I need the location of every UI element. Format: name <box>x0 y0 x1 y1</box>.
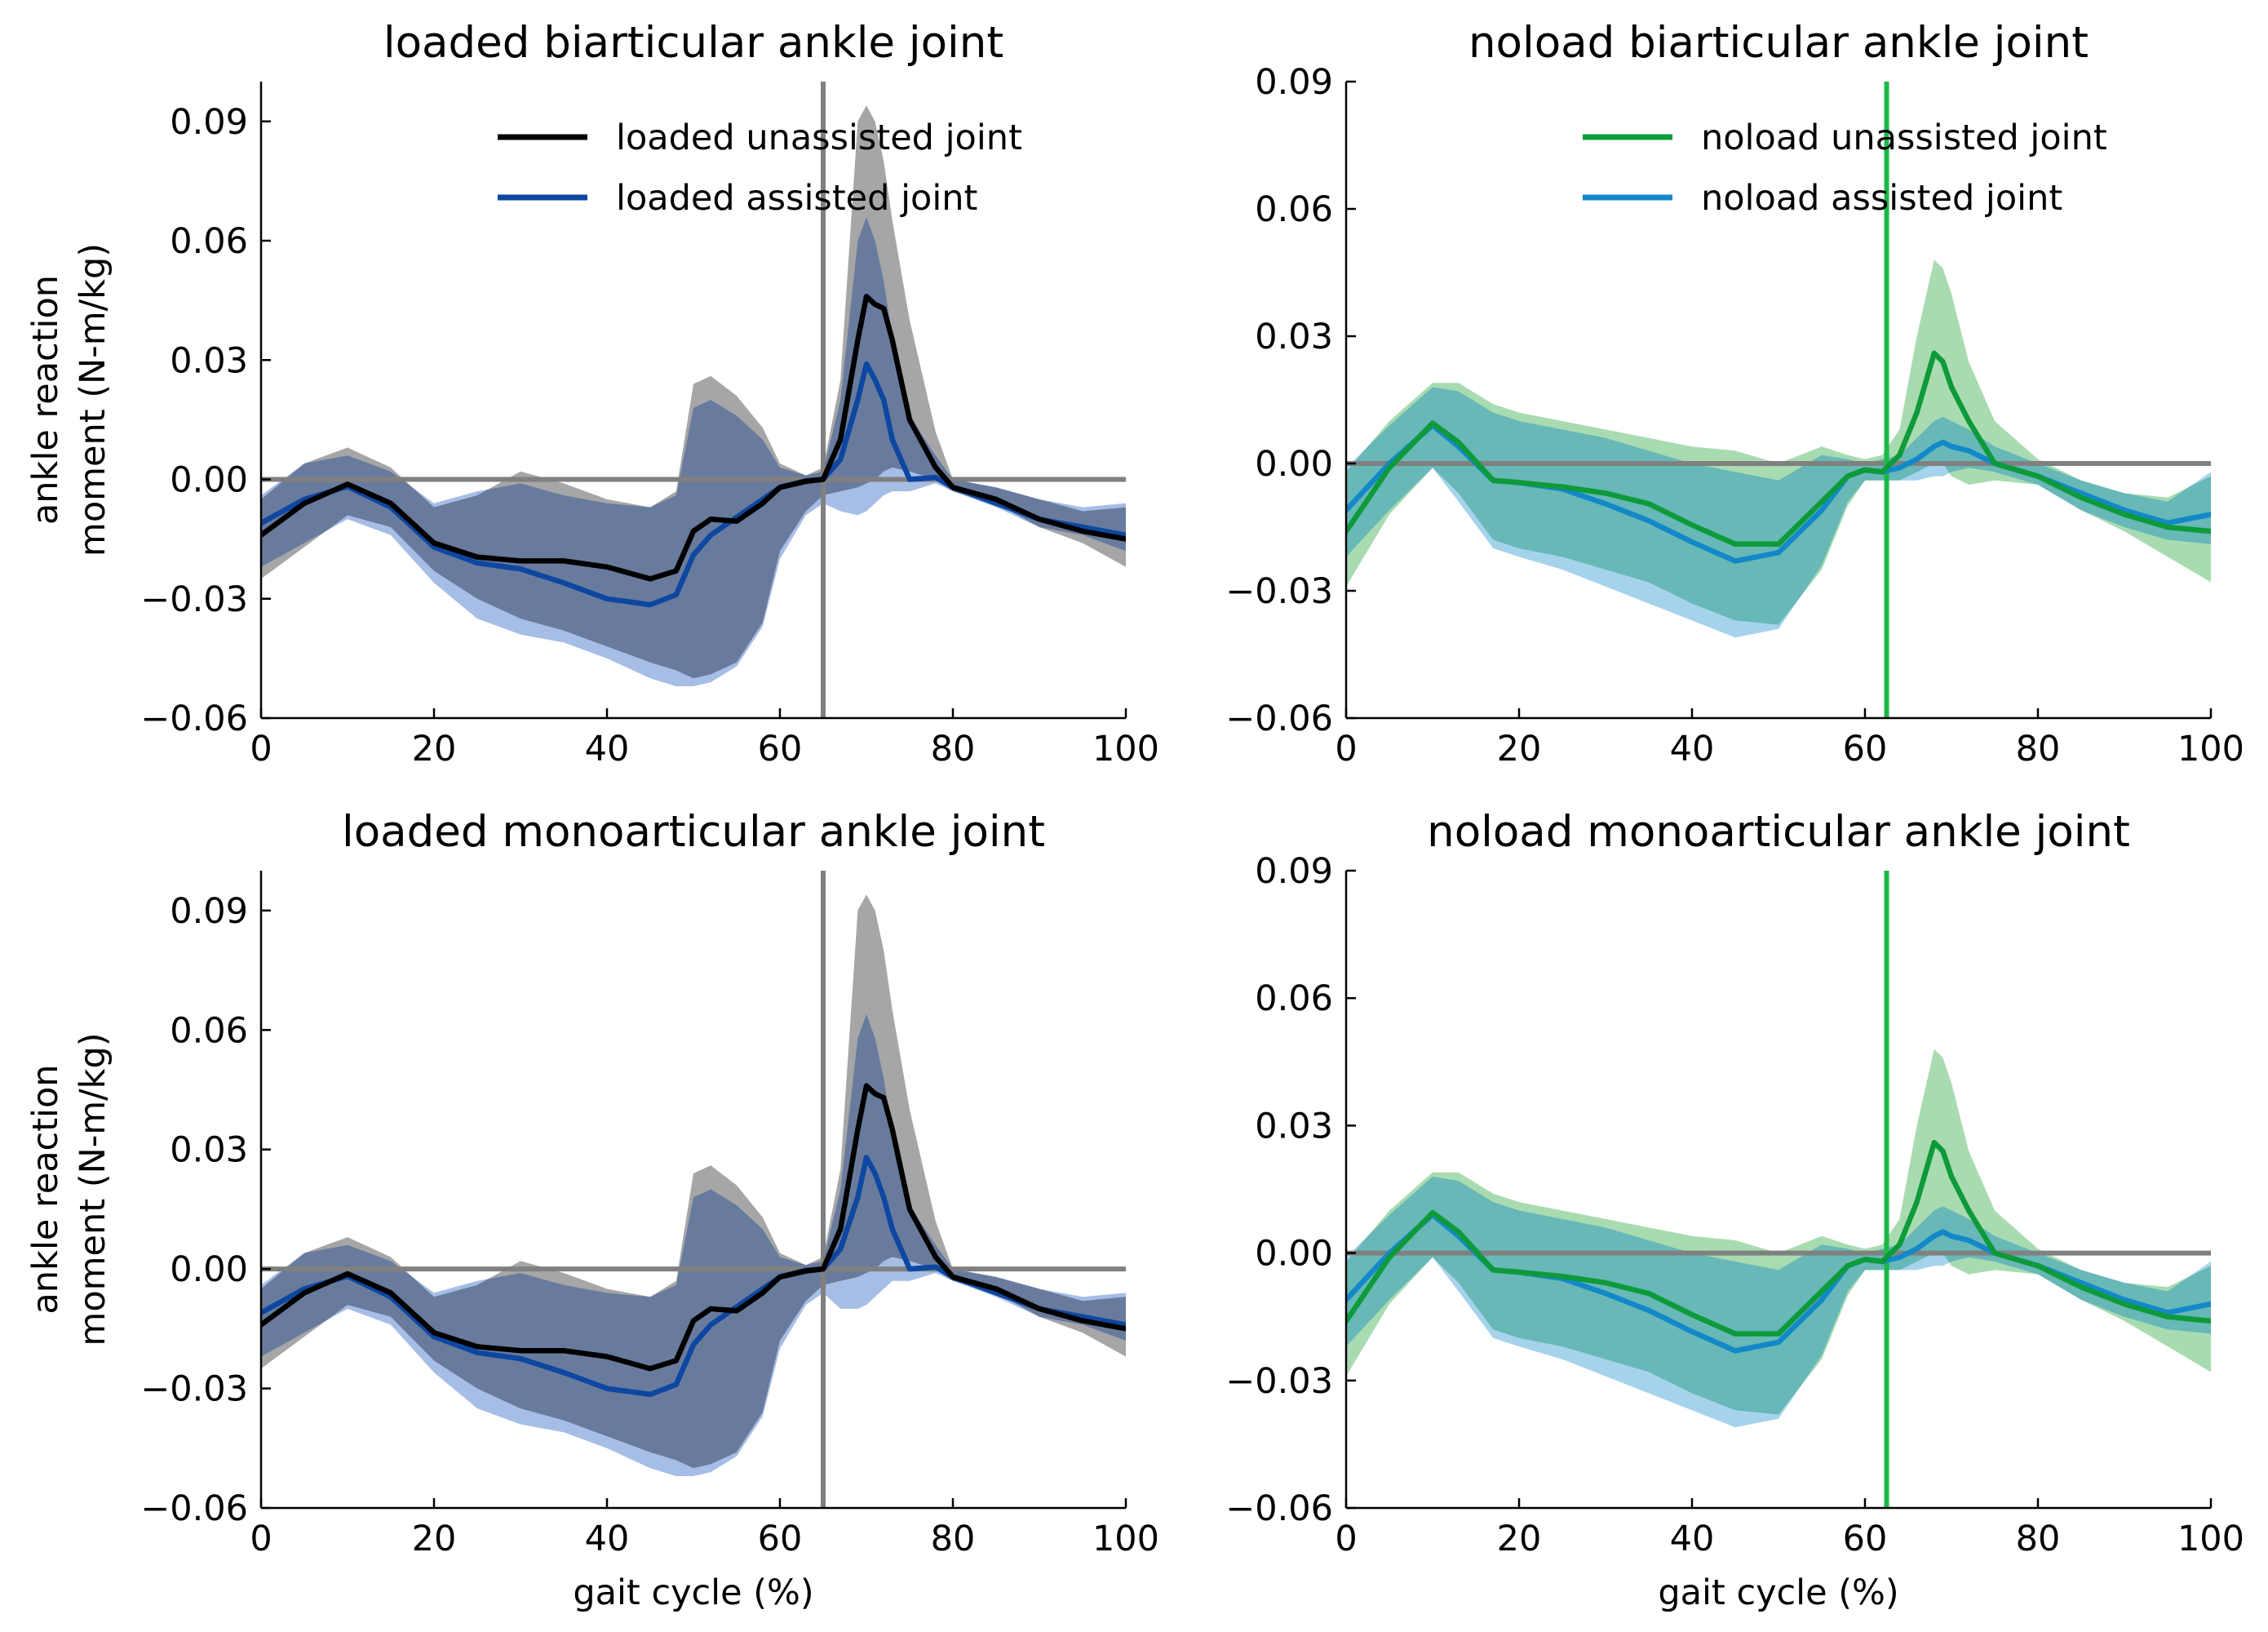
band-overlap <box>261 1013 1126 1469</box>
x-axis-label: gait cycle (%) <box>573 1572 813 1613</box>
y-tick-label: −0.03 <box>140 579 248 620</box>
panel-title: noload biarticular ankle joint <box>1468 18 2089 68</box>
x-tick-label: 80 <box>931 1519 976 1559</box>
y-tick-label: 0.00 <box>170 460 248 501</box>
x-tick-label: 40 <box>585 729 630 769</box>
y-tick-label: −0.06 <box>1225 698 1333 739</box>
legend-label: noload assisted joint <box>1701 178 2062 219</box>
y-tick-label: 0.00 <box>170 1249 248 1290</box>
x-tick-label: 0 <box>1335 729 1357 769</box>
y-axis-label: moment (N-m/kg) <box>73 243 113 557</box>
panel-2: 0 20 40 60 80 100 −0.06 −0.03 0.00 0.03 0.06 0.09 no… <box>1225 18 2244 769</box>
panel-3: 0 20 40 60 80 100 −0.06 −0.03 0.00 0.03 0.06 0.09 lo… <box>25 807 1159 1613</box>
panel-4: 0 20 40 60 80 100 −0.06 −0.03 0.00 0.03 0.06 0.09 no… <box>1225 807 2244 1613</box>
x-tick-label: 80 <box>931 729 976 769</box>
series-line-noload-unassisted <box>1346 350 2211 548</box>
plot-area <box>1346 871 2211 1508</box>
y-tick-label: 0.09 <box>1255 62 1333 103</box>
y-tick-label: 0.09 <box>1255 851 1333 892</box>
y-axis-label: ankle reaction <box>25 1064 66 1314</box>
series-line-loaded-unassisted <box>261 294 1126 582</box>
y-tick-label: −0.06 <box>140 1488 248 1529</box>
x-tick-label: 60 <box>1843 729 1888 769</box>
y-axis-label: moment (N-m/kg) <box>73 1032 113 1346</box>
x-tick-label: 20 <box>1497 1519 1542 1559</box>
y-axis-label: ankle reaction <box>25 275 66 525</box>
series-line-noload-unassisted <box>1346 1139 2211 1337</box>
y-tick-label: 0.03 <box>1255 1106 1333 1146</box>
legend-label: noload unassisted joint <box>1701 118 2107 158</box>
x-tick-label: 0 <box>250 1519 272 1559</box>
x-tick-label: 80 <box>2016 729 2061 769</box>
x-tick-label: 20 <box>1497 729 1542 769</box>
x-tick-label: 40 <box>1670 729 1715 769</box>
legend: noload unassisted joint noload assisted j… <box>1583 118 2107 219</box>
legend-label: loaded unassisted joint <box>616 118 1022 158</box>
x-tick-label: 40 <box>1670 1519 1715 1559</box>
y-tick-label: −0.03 <box>1225 1361 1333 1402</box>
x-tick-label: 60 <box>758 729 803 769</box>
y-tick-label: 0.09 <box>170 891 248 932</box>
y-tick-label: −0.03 <box>140 1369 248 1410</box>
y-tick-label: −0.06 <box>140 698 248 739</box>
y-tick-label: 0.03 <box>170 340 248 381</box>
y-tick-label: 0.06 <box>170 221 248 262</box>
panel-title: loaded monoarticular ankle joint <box>342 807 1045 857</box>
y-tick-label: −0.03 <box>1225 571 1333 612</box>
x-tick-label: 0 <box>250 729 272 769</box>
y-tick-label: 0.03 <box>1255 317 1333 357</box>
x-tick-label: 40 <box>585 1519 630 1559</box>
band-overlap <box>261 216 1126 679</box>
x-tick-label: 100 <box>1092 1519 1159 1559</box>
x-tick-label: 20 <box>412 729 457 769</box>
plot-area <box>261 871 1126 1508</box>
y-tick-label: 0.06 <box>170 1010 248 1051</box>
y-tick-label: 0.09 <box>170 102 248 143</box>
x-tick-label: 60 <box>1843 1519 1888 1559</box>
y-tick-label: −0.06 <box>1225 1488 1333 1529</box>
band-overlap <box>1346 387 2211 625</box>
y-tick-label: 0.06 <box>1255 978 1333 1019</box>
legend-label: loaded assisted joint <box>616 178 977 219</box>
series-line-loaded-unassisted <box>261 1083 1126 1372</box>
plot-area <box>261 82 1126 718</box>
x-axis-label: gait cycle (%) <box>1658 1572 1898 1613</box>
x-tick-label: 80 <box>2016 1519 2061 1559</box>
x-tick-label: 60 <box>758 1519 803 1559</box>
plot-area <box>1346 82 2211 718</box>
x-tick-label: 0 <box>1335 1519 1357 1559</box>
legend: loaded unassisted joint loaded assisted j… <box>498 118 1022 219</box>
y-tick-label: 0.03 <box>170 1130 248 1171</box>
panel-title: loaded biarticular ankle joint <box>383 18 1003 68</box>
y-tick-label: 0.06 <box>1255 189 1333 230</box>
y-tick-label: 0.00 <box>1255 444 1333 485</box>
x-tick-label: 20 <box>412 1519 457 1559</box>
y-tick-label: 0.00 <box>1255 1234 1333 1275</box>
x-tick-label: 100 <box>1092 729 1159 769</box>
band-overlap <box>1346 1176 2211 1415</box>
panels: 0 20 40 60 80 100 −0.06 −0.03 0.00 0.03 0.06 0.09 lo… <box>25 18 2244 1613</box>
panel-1: 0 20 40 60 80 100 −0.06 −0.03 0.00 0.03 0.06 0.09 lo… <box>25 18 1159 769</box>
x-tick-label: 100 <box>2177 729 2244 769</box>
x-tick-label: 100 <box>2177 1519 2244 1559</box>
panel-title: noload monoarticular ankle joint <box>1427 807 2130 857</box>
